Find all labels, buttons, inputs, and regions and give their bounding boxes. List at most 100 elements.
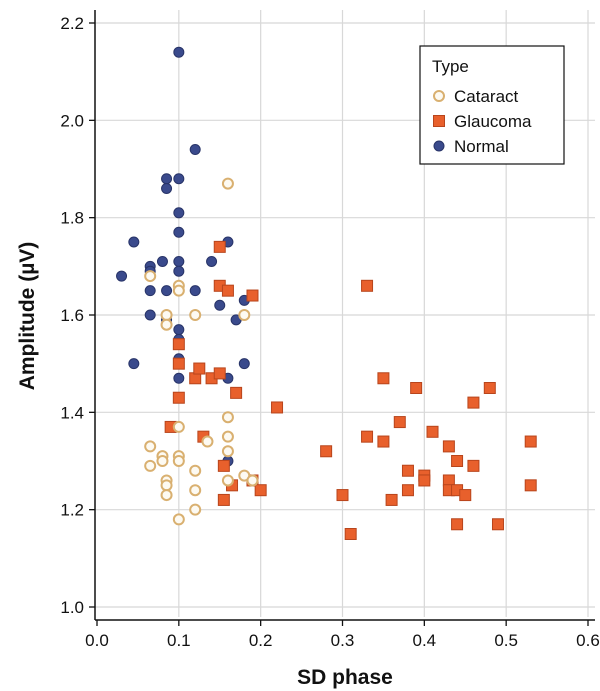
legend: Type Cataract Glaucoma Normal <box>419 45 565 165</box>
glaucoma-point <box>467 396 480 409</box>
data-points <box>116 46 537 540</box>
cataract-point <box>160 479 173 492</box>
normal-point <box>206 255 218 267</box>
y-axis-title: Amplitude (µV) <box>16 242 39 391</box>
glaucoma-point <box>426 425 439 438</box>
normal-point <box>173 173 185 185</box>
y-tick-label: 1.4 <box>60 403 84 422</box>
x-tick-label: 0.2 <box>249 631 273 650</box>
cataract-legend-label: Cataract <box>454 87 519 106</box>
glaucoma-point <box>393 416 406 429</box>
normal-point <box>238 358 250 370</box>
glaucoma-point <box>336 489 349 502</box>
x-tick-label: 0.3 <box>331 631 355 650</box>
cataract-point <box>156 455 169 467</box>
cataract-point <box>172 284 185 297</box>
glaucoma-point <box>254 484 267 497</box>
x-tick-label: 0.0 <box>85 631 109 650</box>
cataract-point <box>144 440 157 453</box>
cataract-point <box>221 430 234 443</box>
normal-point <box>128 358 140 370</box>
normal-point <box>173 207 185 219</box>
glaucoma-point <box>524 435 537 448</box>
normal-point <box>161 285 173 297</box>
cataract-point <box>221 474 234 487</box>
glaucoma-point <box>385 493 398 506</box>
glaucoma-point <box>410 382 423 394</box>
cataract-point <box>189 503 202 516</box>
normal-point <box>173 372 185 384</box>
y-tick-label: 1.6 <box>60 306 84 325</box>
normal-legend-label: Normal <box>454 137 509 156</box>
glaucoma-point <box>483 382 496 394</box>
glaucoma-point <box>172 357 185 370</box>
normal-point <box>156 255 168 267</box>
x-tick-label: 0.4 <box>413 631 437 650</box>
y-tick-label: 1.8 <box>60 209 84 228</box>
glaucoma-point <box>217 459 230 472</box>
glaucoma-point <box>172 338 185 351</box>
glaucoma-legend-marker <box>433 115 445 127</box>
glaucoma-point <box>246 289 259 302</box>
glaucoma-point <box>418 474 431 487</box>
glaucoma-point <box>401 484 414 497</box>
cataract-point <box>201 435 214 448</box>
glaucoma-point <box>217 493 230 506</box>
axes <box>89 10 595 626</box>
normal-point <box>161 173 173 185</box>
glaucoma-point <box>401 464 414 477</box>
x-axis-title: SD phase <box>297 666 393 689</box>
normal-point <box>161 182 173 194</box>
normal-point <box>144 309 156 321</box>
normal-point <box>173 226 185 238</box>
y-tick-labels: 1.0 1.2 1.4 1.6 1.8 2.0 2.2 <box>60 14 84 617</box>
glaucoma-point <box>172 391 185 404</box>
cataract-point <box>172 420 185 433</box>
x-tick-labels: 0.0 0.1 0.2 0.3 0.4 0.5 0.6 <box>85 631 600 650</box>
glaucoma-point <box>361 430 374 443</box>
x-tick-label: 0.5 <box>494 631 518 650</box>
glaucoma-point <box>451 455 464 467</box>
glaucoma-point <box>467 459 480 472</box>
glaucoma-point <box>459 489 472 502</box>
cataract-legend-marker <box>433 90 445 102</box>
glaucoma-point <box>193 362 206 375</box>
glaucoma-point <box>320 445 333 458</box>
normal-legend-marker <box>433 140 445 152</box>
glaucoma-point <box>344 528 357 540</box>
glaucoma-point <box>442 440 455 453</box>
y-tick-label: 2.0 <box>60 111 84 130</box>
normal-point <box>189 144 201 156</box>
cataract-point <box>144 270 157 283</box>
cataract-point <box>221 445 234 458</box>
glaucoma-point <box>213 240 226 253</box>
glaucoma-point <box>361 279 374 292</box>
cataract-point <box>221 411 234 424</box>
cataract-point <box>160 489 173 502</box>
normal-point <box>128 236 140 248</box>
glaucoma-point <box>230 386 243 399</box>
glaucoma-point <box>377 435 390 448</box>
cataract-point <box>246 474 259 487</box>
glaucoma-point <box>491 518 504 531</box>
glaucoma-point <box>377 372 390 385</box>
cataract-point <box>238 309 251 321</box>
normal-point <box>173 324 185 336</box>
x-tick-label: 0.1 <box>167 631 191 650</box>
normal-point <box>189 285 201 297</box>
cataract-point <box>172 513 185 526</box>
normal-point <box>116 270 128 282</box>
glaucoma-legend-label: Glaucoma <box>454 112 532 131</box>
normal-point <box>173 265 185 277</box>
normal-point <box>173 255 185 267</box>
cataract-point <box>172 455 185 467</box>
glaucoma-point <box>213 367 226 380</box>
normal-point <box>214 299 226 311</box>
normal-point <box>144 285 156 297</box>
glaucoma-point <box>221 284 234 297</box>
cataract-point <box>189 464 202 477</box>
cataract-point <box>189 484 202 497</box>
glaucoma-point <box>271 401 284 414</box>
glaucoma-point <box>524 479 537 492</box>
